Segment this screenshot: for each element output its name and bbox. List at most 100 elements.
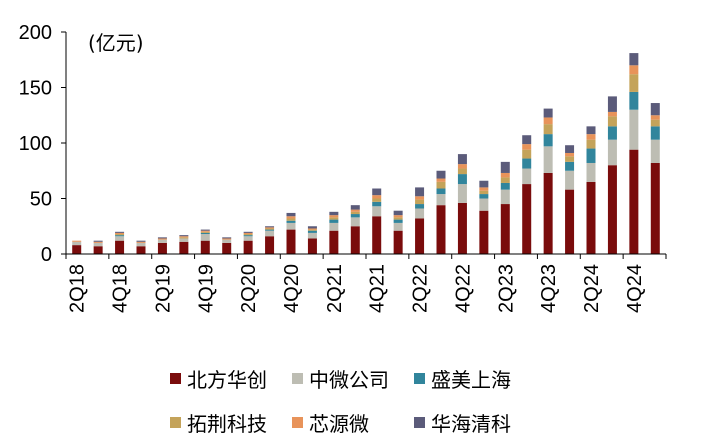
bar-segment	[415, 187, 425, 197]
bar-segment	[393, 219, 403, 223]
legend-label: 华海清科	[431, 411, 511, 436]
bars-group	[72, 53, 660, 254]
x-axis: 2Q18 4Q18 2Q19 4Q19 2Q20 4Q20 2Q21 4Q21 2Q22 4Q22…	[65, 253, 667, 313]
bar-segment	[136, 240, 146, 242]
bar-segment	[307, 226, 317, 229]
bar-segment	[629, 91, 639, 110]
bar-segment	[93, 242, 103, 247]
bar-segment	[243, 232, 253, 235]
x-tick-label: 2Q24	[581, 264, 603, 313]
bar-segment	[329, 217, 339, 220]
bar-segment	[436, 205, 446, 254]
bar-segment	[307, 228, 317, 230]
bar-segment	[350, 226, 360, 254]
bar-segment	[200, 230, 210, 232]
bar-segment	[500, 161, 510, 173]
unit-label: (亿元)	[88, 31, 144, 55]
legend-item-naura: 北方华创	[170, 364, 292, 393]
x-tick-label: 2Q21	[324, 264, 346, 313]
bar-segment	[286, 212, 296, 217]
legend-swatch	[292, 416, 303, 428]
bar-segment	[243, 234, 253, 236]
bar-segment	[200, 234, 210, 241]
bar-segment	[265, 227, 275, 229]
bar-segment	[372, 201, 382, 207]
bar-segment	[243, 231, 253, 233]
bar-segment	[650, 119, 660, 127]
bar-segment	[457, 164, 467, 169]
bar-segment	[607, 111, 617, 117]
bar-segment	[179, 237, 189, 239]
bar-segment	[522, 168, 532, 185]
bar-segment	[415, 204, 425, 209]
bar-segment	[543, 146, 553, 173]
bar-segment	[500, 177, 510, 183]
bar-segment	[586, 148, 596, 163]
bar-segment	[607, 126, 617, 140]
x-tick-label: 2Q18	[67, 264, 89, 313]
legend-label: 盛美上海	[431, 367, 511, 392]
bar-segment	[565, 156, 575, 162]
bar-segment	[436, 194, 446, 206]
bar-segment	[350, 209, 360, 212]
bar-segment	[415, 208, 425, 219]
bar-segment	[457, 202, 467, 254]
bar-segment	[115, 236, 125, 241]
bar-segment	[179, 238, 189, 242]
bar-segment	[265, 226, 275, 228]
bar-segment	[307, 238, 317, 254]
bar-segment	[522, 144, 532, 150]
bar-segment	[136, 241, 146, 243]
bar-segment	[393, 230, 403, 254]
bar-segment	[457, 168, 467, 175]
bar-segment	[479, 190, 489, 195]
bar-segment	[543, 172, 553, 254]
bar-segment	[436, 170, 446, 179]
bar-segment	[393, 222, 403, 231]
bar-segment	[222, 238, 232, 240]
bar-segment	[179, 241, 189, 254]
legend-row-2: 拓荆科技 芯源微 华海清科	[170, 400, 590, 444]
bar-segment	[650, 162, 660, 254]
bar-segment	[265, 229, 275, 231]
bar-segment	[393, 217, 403, 220]
bar-segment	[479, 198, 489, 211]
x-tick-label: 2Q20	[238, 264, 260, 313]
bar-segment	[586, 162, 596, 182]
bar-segment	[157, 238, 167, 240]
legend-row-1: 北方华创 中微公司 盛美上海	[170, 356, 590, 400]
bar-segment	[115, 235, 125, 237]
bar-segment	[307, 229, 317, 231]
legend-item-piotech: 拓荆科技	[170, 408, 292, 437]
bar-segment	[479, 194, 489, 199]
bar-segment	[436, 178, 446, 182]
x-tick-label: 4Q21	[367, 264, 389, 313]
bar-segment	[586, 139, 596, 149]
bar-segment	[607, 139, 617, 166]
bar-segment	[629, 53, 639, 66]
bar-segment	[522, 184, 532, 254]
bar-segment	[265, 230, 275, 237]
bar-segment	[265, 236, 275, 254]
bar-segment	[350, 211, 360, 215]
bar-segment	[565, 152, 575, 157]
legend-label: 芯源微	[309, 411, 369, 436]
legend-swatch	[414, 372, 425, 384]
bar-segment	[72, 240, 82, 242]
bar-segment	[522, 149, 532, 159]
y-tick-label: 150	[19, 78, 52, 100]
bar-segment	[565, 170, 575, 190]
y-tick-label: 50	[30, 189, 52, 211]
bar-segment	[136, 246, 146, 254]
bar-segment	[393, 210, 403, 216]
bar-segment	[286, 229, 296, 254]
bar-segment	[586, 181, 596, 254]
bar-segment	[565, 145, 575, 153]
legend-swatch	[170, 416, 181, 428]
bar-segment	[415, 196, 425, 200]
x-tick-label: 4Q22	[452, 264, 474, 313]
bar-segment	[286, 220, 296, 223]
bar-segment	[436, 188, 446, 195]
bar-segment	[522, 135, 532, 145]
